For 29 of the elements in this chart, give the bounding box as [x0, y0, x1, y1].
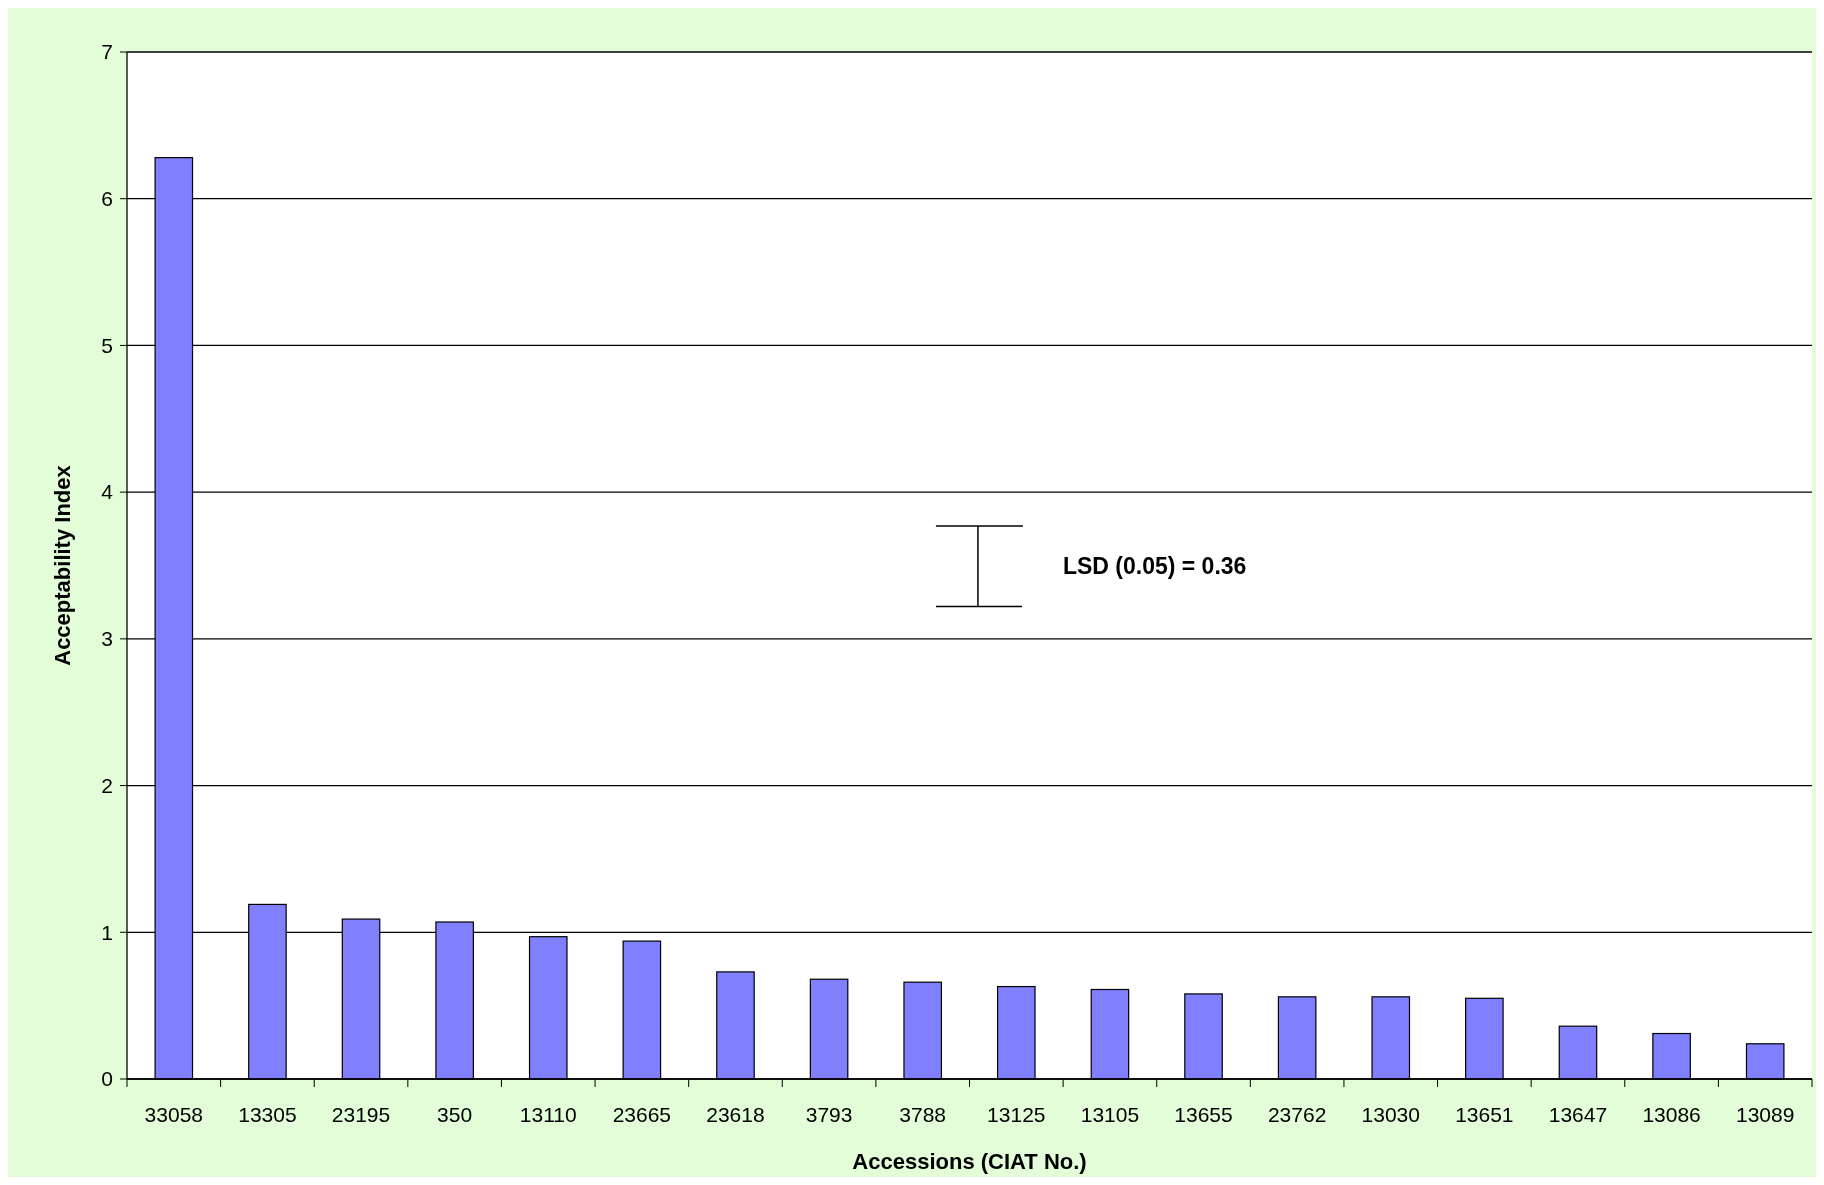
x-tick-label: 350 — [437, 1103, 473, 1126]
x-tick-label: 23665 — [612, 1103, 672, 1126]
x-tick-label: 13110 — [519, 1103, 577, 1126]
y-tick-label: 7 — [101, 40, 113, 64]
x-tick-label: 23195 — [331, 1103, 391, 1126]
x-tick-label: 13651 — [1455, 1103, 1514, 1126]
y-tick-label: 4 — [101, 480, 114, 504]
x-tick-label: 13125 — [987, 1103, 1046, 1126]
y-tick-label: 2 — [101, 773, 113, 797]
y-tick-label: 1 — [101, 920, 113, 944]
x-tick-label: 3788 — [899, 1103, 947, 1126]
x-tick-label: 23618 — [706, 1103, 765, 1126]
x-tick-label: 13655 — [1174, 1103, 1233, 1126]
x-tick-label: 13030 — [1361, 1103, 1420, 1126]
x-tick-label: 23762 — [1267, 1103, 1327, 1126]
y-tick-label: 0 — [101, 1067, 113, 1091]
x-tick-label: 33058 — [144, 1103, 204, 1126]
y-tick-label: 3 — [101, 627, 113, 651]
x-tick-label: 13305 — [238, 1103, 297, 1126]
y-tick-label: 6 — [101, 187, 113, 211]
x-tick-label: 13647 — [1548, 1103, 1608, 1126]
annotation: LSD (0.05) = 0.36 — [1062, 553, 1247, 580]
x-tick-label: 3793 — [805, 1103, 853, 1126]
x-tick-label: 13105 — [1080, 1103, 1140, 1126]
x-tick-label: 13086 — [1642, 1103, 1701, 1126]
y-tick-label: 5 — [101, 333, 113, 357]
y-axis-title: Acceptability Index — [50, 464, 75, 666]
x-axis-title: Accessions (CIAT No.) — [852, 1149, 1087, 1174]
x-tick-label: 13089 — [1735, 1103, 1795, 1126]
